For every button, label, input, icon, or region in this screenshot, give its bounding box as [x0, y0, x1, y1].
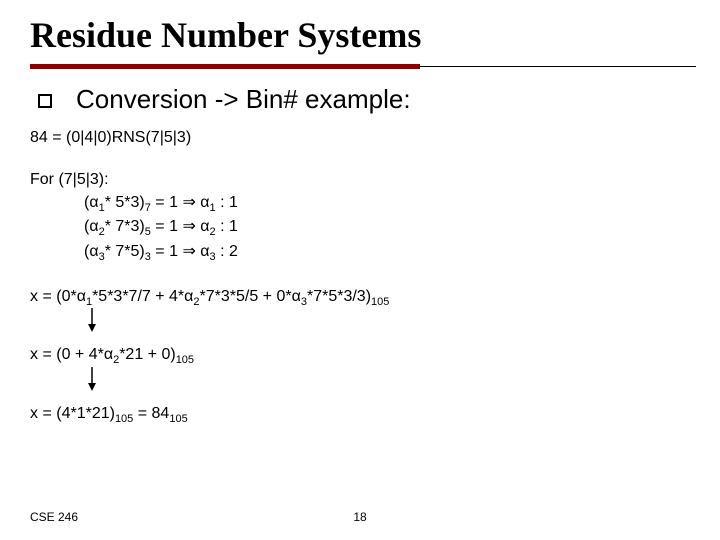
arrow-1 [30, 310, 696, 332]
x1-line: x = (0*α1*5*3*7/7 + 4*α2*7*3*5/5 + 0*α3*… [30, 286, 696, 311]
for-line: (α2* 7*3)5 = 1 ⇒ α2 : 1 [84, 216, 696, 241]
bullet-item: Conversion -> Bin# example: [30, 84, 696, 115]
slide-title: Residue Number Systems [30, 14, 696, 62]
rns-line: 84 = (0|4|0)RNS(7|5|3) [30, 127, 696, 149]
page-number: 18 [353, 510, 366, 524]
footer-course: CSE 246 [30, 510, 78, 524]
title-underline [30, 64, 696, 70]
footer: CSE 246 18 [30, 510, 690, 524]
for-line: (α1* 5*3)7 = 1 ⇒ α1 : 1 [84, 192, 696, 217]
x3-line: x = (4*1*21)105 = 84105 [30, 403, 696, 428]
for-line: (α3* 7*5)3 = 1 ⇒ α3 : 2 [84, 241, 696, 266]
arrow-2 [30, 369, 696, 391]
bullet-text: Conversion -> Bin# example: [76, 84, 411, 115]
for-block: For (7|5|3): (α1* 5*3)7 = 1 ⇒ α1 : 1(α2*… [30, 169, 696, 265]
down-arrow-icon [86, 367, 98, 391]
x2-line: x = (0 + 4*α2*21 + 0)105 [30, 344, 696, 369]
bullet-icon [38, 94, 52, 108]
for-header: For (7|5|3): [30, 169, 696, 191]
down-arrow-icon [86, 308, 98, 332]
